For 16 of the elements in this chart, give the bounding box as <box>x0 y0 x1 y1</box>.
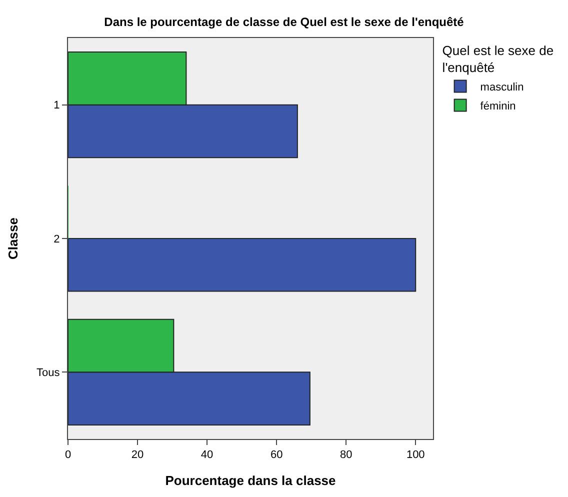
bar <box>68 238 416 292</box>
x-axis-title: Pourcentage dans la classe <box>165 472 336 488</box>
y-tick-label: 2 <box>54 233 60 246</box>
x-tick-label: 20 <box>131 449 144 462</box>
y-tick-label: Tous <box>36 367 60 380</box>
y-axis-title: Classe <box>6 218 20 260</box>
x-tick-label: 40 <box>200 449 214 462</box>
x-tick-label: 0 <box>64 449 72 462</box>
chart-title: Dans le pourcentage de classe de Quel est le sexe de l'enquêté <box>104 14 464 29</box>
y-tick-label: 1 <box>54 100 60 112</box>
x-tick-label: 60 <box>270 449 283 462</box>
legend-title: Quel est le sexe de l'enquêté <box>442 42 554 75</box>
legend-label: féminin <box>480 100 516 113</box>
legend-label: masculin <box>480 82 524 94</box>
x-tick-label: 80 <box>340 449 352 462</box>
x-tick-label: 100 <box>406 449 425 462</box>
